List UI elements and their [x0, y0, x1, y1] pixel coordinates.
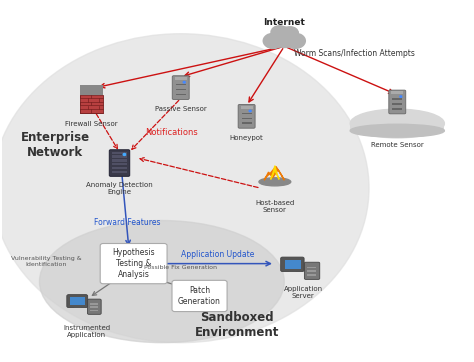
Circle shape: [284, 33, 306, 49]
Bar: [391, 92, 403, 94]
Bar: [112, 159, 127, 161]
Bar: [392, 108, 402, 110]
Text: Patch
Generation: Patch Generation: [178, 286, 221, 306]
Circle shape: [263, 33, 284, 49]
Bar: [392, 103, 402, 105]
Ellipse shape: [350, 109, 444, 138]
Bar: [392, 98, 402, 100]
FancyBboxPatch shape: [100, 244, 167, 284]
Bar: [307, 270, 316, 272]
Text: Host-based
Sensor: Host-based Sensor: [255, 200, 294, 212]
FancyBboxPatch shape: [172, 76, 189, 100]
FancyBboxPatch shape: [109, 150, 130, 176]
Bar: [242, 113, 252, 114]
Bar: [307, 266, 316, 268]
Circle shape: [183, 81, 185, 83]
Bar: [174, 77, 187, 80]
Bar: [307, 274, 316, 276]
Ellipse shape: [350, 124, 444, 137]
FancyBboxPatch shape: [172, 280, 227, 312]
Polygon shape: [271, 166, 279, 180]
FancyBboxPatch shape: [238, 105, 255, 128]
Text: Instrumented
Application: Instrumented Application: [63, 325, 110, 338]
Bar: [90, 306, 98, 308]
Bar: [112, 171, 127, 173]
Ellipse shape: [39, 220, 284, 343]
Text: Passive Sensor: Passive Sensor: [155, 106, 207, 112]
Circle shape: [249, 110, 251, 112]
Bar: [176, 84, 186, 85]
Bar: [176, 89, 186, 90]
Text: Vulnerability Testing &
Identification: Vulnerability Testing & Identification: [11, 256, 82, 267]
FancyBboxPatch shape: [67, 295, 88, 308]
Text: Application
Server: Application Server: [283, 286, 323, 299]
Text: Remote Sensor: Remote Sensor: [371, 142, 424, 148]
Circle shape: [281, 26, 299, 40]
Bar: [240, 106, 253, 109]
Text: Anomaly Detection
Engine: Anomaly Detection Engine: [86, 182, 153, 195]
Bar: [71, 297, 85, 305]
Circle shape: [400, 96, 402, 97]
Text: Enterprise
Network: Enterprise Network: [21, 131, 90, 159]
Bar: [284, 260, 301, 269]
Bar: [350, 121, 444, 131]
Ellipse shape: [0, 34, 369, 343]
Bar: [112, 163, 127, 165]
FancyBboxPatch shape: [304, 262, 320, 279]
Text: Firewall Sensor: Firewall Sensor: [65, 121, 118, 127]
Bar: [112, 155, 127, 158]
Text: Internet: Internet: [264, 18, 305, 28]
Text: Forward Features: Forward Features: [93, 218, 160, 227]
FancyBboxPatch shape: [389, 90, 406, 114]
FancyBboxPatch shape: [80, 95, 103, 113]
Circle shape: [270, 25, 289, 39]
FancyBboxPatch shape: [281, 257, 304, 272]
Bar: [242, 118, 252, 119]
Text: Worm Scans/Infection Attempts: Worm Scans/Infection Attempts: [294, 49, 415, 58]
Polygon shape: [264, 167, 284, 180]
Text: Possible Fix Generation: Possible Fix Generation: [144, 265, 217, 270]
Circle shape: [123, 153, 126, 155]
Bar: [90, 303, 98, 305]
Bar: [112, 152, 127, 154]
Text: Honeypot: Honeypot: [230, 135, 264, 141]
Ellipse shape: [259, 178, 291, 186]
FancyBboxPatch shape: [80, 85, 103, 95]
FancyBboxPatch shape: [88, 299, 101, 314]
Text: Application Update: Application Update: [181, 250, 254, 259]
Text: Notifications: Notifications: [145, 128, 198, 137]
Bar: [90, 310, 98, 311]
Text: Hypothesis
Testing &
Analysis: Hypothesis Testing & Analysis: [112, 248, 155, 279]
Bar: [112, 167, 127, 169]
Text: Sandboxed
Environment: Sandboxed Environment: [195, 311, 279, 339]
Circle shape: [270, 26, 299, 48]
Bar: [176, 94, 186, 95]
Bar: [242, 122, 252, 124]
Bar: [265, 39, 304, 46]
